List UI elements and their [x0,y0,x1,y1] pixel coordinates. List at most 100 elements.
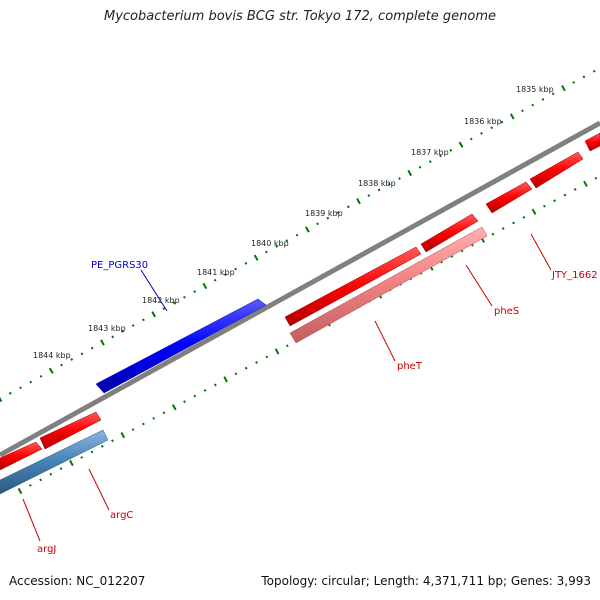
minor-tick [131,428,135,431]
major-tick [171,404,177,411]
minor-tick [172,301,176,305]
minor-tick [234,372,238,376]
major-tick [253,254,259,261]
major-tick [356,198,361,205]
minor-tick [183,295,186,299]
minor-tick [471,243,474,247]
minor-tick [490,126,494,130]
minor-tick [142,422,145,426]
gene-arrow-forward-6[interactable] [0,441,43,471]
major-tick [509,113,515,120]
minor-tick [592,69,596,73]
leader-phes [465,264,493,307]
minor-tick [121,329,125,333]
ruler-labels: 1835 kbp 1836 kbp 1837 kbp 1838 kbp 1839 kbp… [33,85,554,360]
gene-label-phes[interactable]: pheS [494,306,519,317]
minor-tick [367,194,371,197]
ruler-label: 1843 kbp [88,324,126,333]
accession-text: Accession: NC_012207 [9,574,146,588]
leader-argj [22,498,41,542]
minor-tick [543,204,546,208]
minor-tick [346,205,350,209]
minor-tick [111,335,115,339]
minor-tick [572,81,576,84]
major-tick [274,348,280,355]
minor-tick [398,177,401,180]
minor-tick [100,444,104,448]
genome-summary-text: Topology: circular; Length: 4,371,711 bp… [261,574,591,588]
minor-tick [111,439,114,443]
gene-arrow-forward-1[interactable] [284,246,422,327]
major-tick [407,169,413,177]
major-tick [120,432,126,439]
minor-tick [213,278,217,282]
major-tick [583,180,588,187]
minor-tick [512,221,515,225]
minor-tick [521,109,524,113]
ruler-label: 1837 kbp [411,148,449,157]
gene-arrow-phe[interactable] [289,226,488,344]
map-title: Mycobacterium bovis BCG str. Tokyo 172, … [104,9,496,24]
minor-tick [28,484,32,487]
minor-tick [59,467,63,471]
minor-tick [131,324,135,327]
minor-tick [29,380,33,384]
major-tick [531,208,537,215]
ruler-label: 1836 kbp [464,117,502,126]
gene-label-leaders [22,233,552,542]
minor-tick [428,160,432,164]
minor-tick [316,222,319,226]
minor-tick [551,92,555,96]
gene-label-pe-pgrs30[interactable]: PE_PGRS30 [91,260,148,271]
minor-tick [39,375,43,378]
minor-tick [377,188,381,192]
minor-tick [491,232,495,236]
minor-tick [162,411,166,415]
minor-tick [90,346,94,350]
gene-arrow-arg[interactable] [0,429,109,495]
forward-genes [0,132,600,471]
gene-label-argc[interactable]: argC [110,510,133,521]
gene-arrow-forward-3[interactable] [485,181,533,214]
major-tick [100,339,105,346]
gene-arrow-forward-2[interactable] [420,213,479,253]
ruler-label: 1844 kbp [33,351,71,360]
major-tick [223,376,228,383]
minor-tick [49,472,53,476]
gene-label-phet[interactable]: pheT [397,361,423,372]
minor-tick [244,261,248,265]
major-tick [151,311,156,318]
minor-tick [522,216,526,219]
minor-tick [183,400,186,404]
minor-tick [80,456,84,459]
minor-tick [563,193,567,197]
gene-arrow-forward-7[interactable] [39,411,102,450]
minor-tick [60,363,63,367]
gene-arrow-pe-pgrs30[interactable] [95,298,267,394]
minor-tick [152,417,156,420]
major-tick [17,487,23,495]
ruler-label: 1841 kbp [197,268,235,277]
minor-tick [80,352,84,356]
gene-arrow-forward-4[interactable] [529,151,584,189]
minor-tick [203,389,207,392]
minor-tick [500,120,504,124]
minor-tick [234,267,237,271]
minor-tick [531,103,535,107]
gene-arrow-forward-5[interactable] [584,132,600,152]
major-tick [69,459,74,467]
outer-tick-track [0,69,596,403]
major-tick [202,282,208,290]
gene-label-argj[interactable]: argJ [37,544,56,555]
leader-argc [88,468,110,511]
minor-tick [387,182,391,186]
minor-tick [193,290,197,294]
minor-tick [469,137,473,141]
ruler-label: 1835 kbp [516,85,554,94]
minor-tick [449,148,453,152]
gene-label-jty-1662[interactable]: JTY_1662 [551,270,598,281]
minor-tick [418,165,422,169]
minor-tick [553,199,556,203]
major-tick [305,226,310,233]
minor-tick [573,188,577,191]
